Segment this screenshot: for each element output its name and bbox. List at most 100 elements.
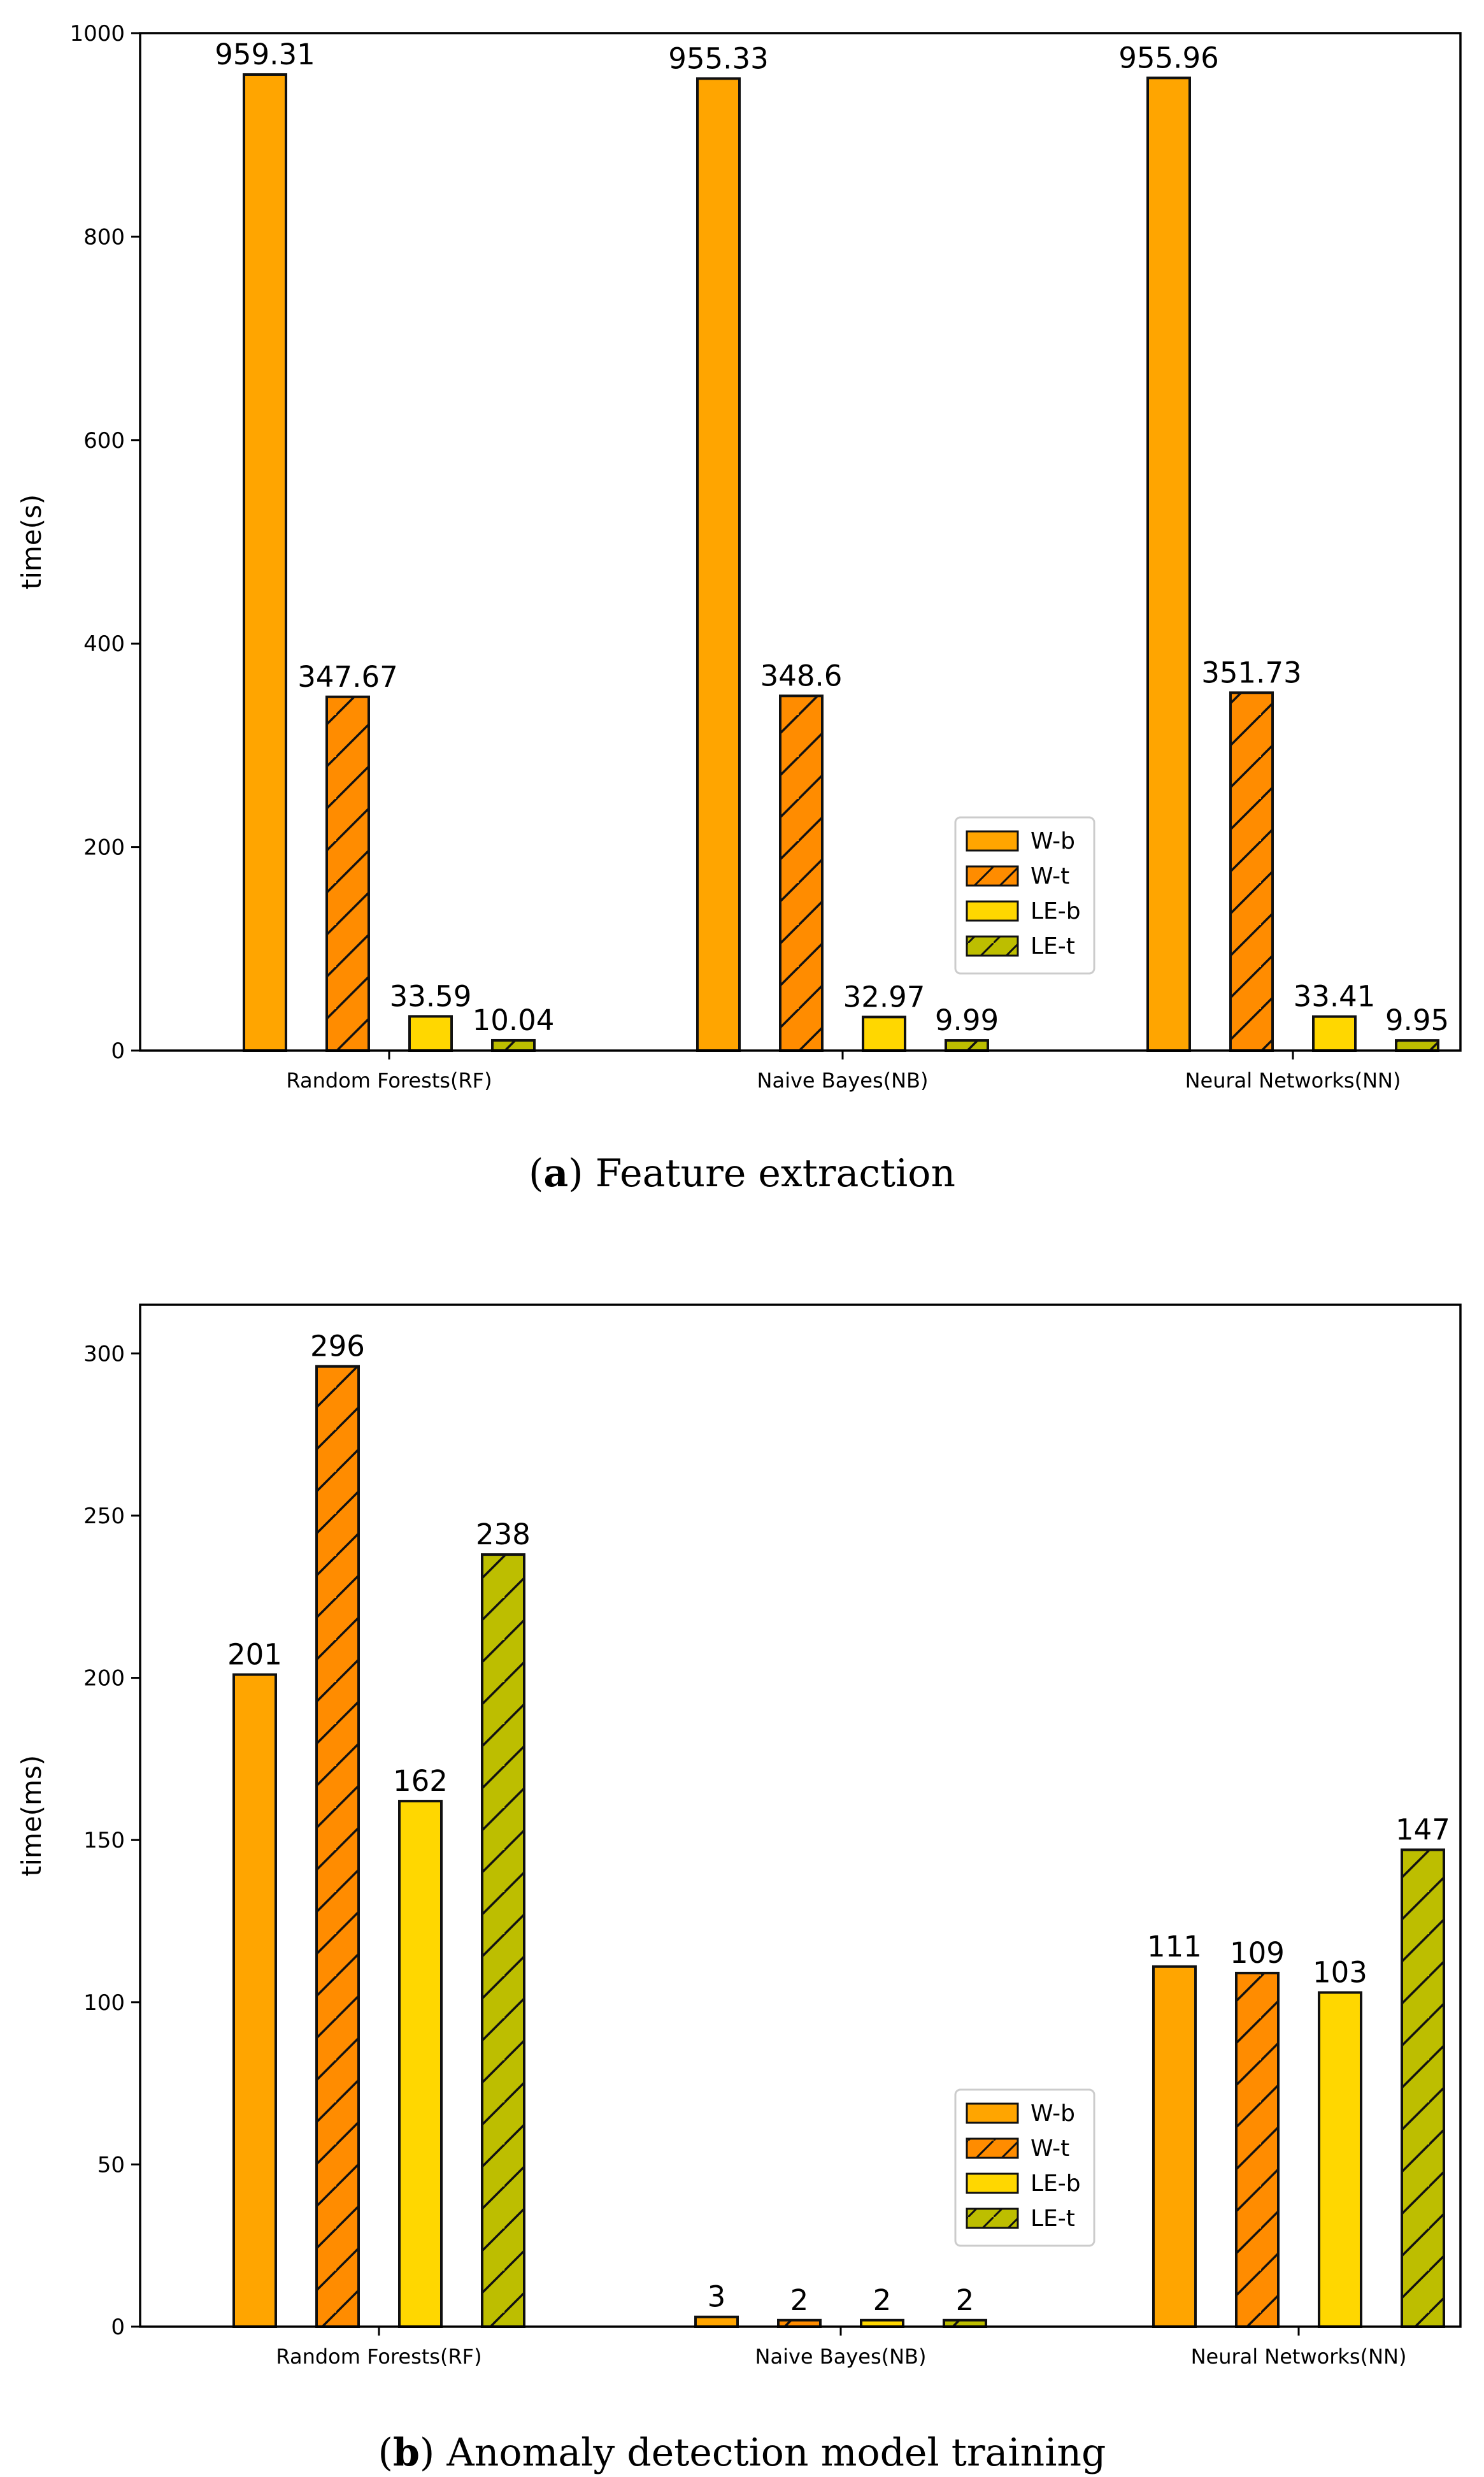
- legend-label: LE-b: [1031, 2171, 1081, 2197]
- series-le-b: 162 2 103: [393, 1764, 1367, 2329]
- bar: [1146, 76, 1191, 1052]
- bar-hatch: [492, 1040, 534, 1051]
- caption-label: b: [393, 2430, 420, 2474]
- y-tick-label: 0: [111, 1038, 125, 1064]
- data-label: 201: [227, 1637, 282, 1671]
- series-w-t: 347.67 348.6 351.73: [297, 656, 1302, 1052]
- legend-swatch-hatch: [967, 937, 1018, 956]
- y-tick-label: 400: [83, 631, 125, 657]
- bar: [398, 1800, 443, 2328]
- bar: [1318, 1991, 1362, 2329]
- bar-hatch: [1236, 1972, 1278, 2327]
- chart-feature-extraction: 959.31 955.33 955.96 347.67 348.6 351.73 33.59…: [16, 21, 1462, 1196]
- bar-hatch: [1396, 1040, 1438, 1051]
- data-label: 109: [1230, 1936, 1285, 1970]
- data-label: 9.99: [935, 1003, 999, 1037]
- data-label: 103: [1313, 1956, 1367, 1990]
- data-label: 2: [790, 2283, 809, 2317]
- data-label: 296: [310, 1330, 365, 1363]
- caption-paren-open: (: [529, 1151, 543, 1196]
- caption-paren-close: ): [420, 2430, 446, 2474]
- x-tick-label: Naive Bayes(NB): [755, 2344, 927, 2369]
- bar: [696, 77, 741, 1052]
- x-tick-label: Neural Networks(NN): [1191, 2344, 1407, 2369]
- x-tick-label: Random Forests(RF): [276, 2344, 482, 2369]
- legend-label: LE-t: [1031, 933, 1075, 959]
- data-label: 9.95: [1385, 1003, 1449, 1037]
- bar: [408, 1015, 453, 1052]
- y-tick-label: 250: [83, 1504, 125, 1529]
- y-tick-label: 1000: [69, 21, 125, 47]
- y-tick-label: 800: [83, 224, 125, 250]
- legend: W-b W-t LE-b LE-t: [954, 2088, 1095, 2247]
- legend-label: W-b: [1031, 828, 1075, 854]
- data-label: 2: [873, 2283, 892, 2317]
- caption: (b) Anomaly detection model training: [378, 2430, 1106, 2474]
- bar-hatch: [1231, 693, 1273, 1051]
- data-label: 33.41: [1294, 980, 1376, 1014]
- caption: (a) Feature extraction: [529, 1151, 955, 1196]
- legend: W-b W-t LE-b LE-t: [954, 816, 1095, 975]
- legend-swatch-hatch: [967, 2139, 1018, 2158]
- caption-text: Feature extraction: [596, 1151, 955, 1196]
- series-le-t: 10.04 9.99 9.95: [473, 1003, 1449, 1052]
- series-le-b: 33.59 32.97 33.41: [390, 979, 1376, 1052]
- legend-label: W-b: [1031, 2100, 1075, 2127]
- bar: [1312, 1015, 1357, 1052]
- legend-box: [954, 816, 1095, 975]
- bar: [862, 1016, 906, 1052]
- legend-label: W-t: [1031, 2136, 1069, 2162]
- data-label: 33.59: [390, 979, 472, 1013]
- plot-frame: [139, 32, 1462, 1052]
- data-label: 10.04: [473, 1003, 555, 1037]
- data-label: 347.67: [297, 660, 397, 694]
- x-axis: Random Forests(RF) Naive Bayes(NB) Neural …: [276, 2327, 1406, 2369]
- legend-swatch-hatch: [967, 2209, 1018, 2228]
- data-label: 111: [1147, 1930, 1202, 1964]
- data-label: 348.6: [760, 659, 843, 693]
- data-label: 238: [476, 1518, 531, 1551]
- data-label: 162: [393, 1764, 448, 1798]
- legend-swatch: [966, 2102, 1019, 2124]
- data-label: 32.97: [843, 980, 925, 1014]
- bar: [694, 2315, 739, 2329]
- bar-hatch: [778, 2320, 820, 2327]
- bar: [1152, 1965, 1197, 2329]
- chart-anomaly-training: 201 3 111 296 2 109 162 2 103 238 2 147 0 50 100 150 200…: [16, 1303, 1462, 2475]
- y-axis-label: time(ms): [16, 1755, 47, 1876]
- series-le-t: 238 2 147: [476, 1518, 1450, 2329]
- caption-paren-open: (: [378, 2430, 393, 2474]
- series-w-b: 959.31 955.33 955.96: [215, 38, 1219, 1052]
- bar-hatch: [327, 696, 369, 1051]
- y-tick-label: 200: [83, 1666, 125, 1691]
- data-label: 2: [956, 2283, 974, 2317]
- bar-hatch: [944, 2320, 986, 2327]
- y-tick-label: 150: [83, 1828, 125, 1853]
- x-tick-label: Random Forests(RF): [286, 1068, 492, 1093]
- y-tick-label: 200: [83, 835, 125, 861]
- data-label: 955.96: [1118, 41, 1218, 75]
- caption-label: a: [543, 1151, 568, 1196]
- data-label: 955.33: [668, 41, 768, 75]
- caption-text: Anomaly detection model training: [446, 2430, 1106, 2474]
- bar-hatch: [946, 1040, 988, 1051]
- y-tick-label: 300: [83, 1341, 125, 1367]
- y-axis: 0 200 400 600 800 1000: [69, 21, 140, 1064]
- series-w-b: 201 3 111: [227, 1637, 1202, 2329]
- y-axis: 0 50 100 150 200 250 300: [83, 1341, 140, 2340]
- bar: [232, 1673, 277, 2328]
- legend-swatch: [966, 830, 1019, 852]
- bar-hatch: [482, 1554, 524, 2327]
- y-tick-label: 100: [83, 1990, 125, 2016]
- x-tick-label: Neural Networks(NN): [1185, 1068, 1401, 1093]
- legend-swatch: [966, 2172, 1019, 2194]
- legend-label: W-t: [1031, 863, 1069, 889]
- legend-label: LE-t: [1031, 2206, 1075, 2232]
- data-label: 959.31: [215, 38, 315, 71]
- data-label: 3: [708, 2280, 726, 2314]
- bar-hatch: [1402, 1849, 1444, 2327]
- series-w-t: 296 2 109: [310, 1330, 1285, 2329]
- y-tick-label: 0: [111, 2315, 125, 2340]
